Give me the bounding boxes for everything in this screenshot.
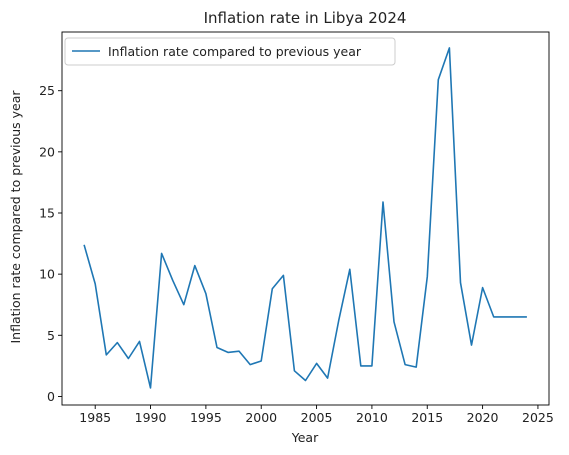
data-point xyxy=(525,315,529,319)
data-point xyxy=(381,200,385,204)
data-point xyxy=(370,364,374,368)
data-point xyxy=(281,273,285,277)
x-tick-label: 2010 xyxy=(356,410,388,425)
data-point xyxy=(226,350,230,354)
data-point xyxy=(414,365,418,369)
x-tick-label: 1985 xyxy=(79,410,111,425)
data-point xyxy=(115,341,119,345)
data-point xyxy=(93,282,97,286)
y-tick-label: 20 xyxy=(39,144,55,159)
data-point xyxy=(104,353,108,357)
data-point xyxy=(270,287,274,291)
data-point xyxy=(470,343,474,347)
data-point xyxy=(149,386,153,390)
data-point xyxy=(259,359,263,363)
x-axis-title: Year xyxy=(291,430,319,445)
x-tick-label: 2005 xyxy=(301,410,333,425)
data-point xyxy=(514,315,518,319)
data-point xyxy=(204,292,208,296)
y-tick-label: 25 xyxy=(39,83,55,98)
data-point xyxy=(160,251,164,255)
legend-label: Inflation rate compared to previous year xyxy=(108,44,362,59)
x-tick-label: 1990 xyxy=(135,410,167,425)
data-point xyxy=(326,376,330,380)
data-point xyxy=(425,275,429,279)
data-point xyxy=(481,286,485,290)
data-point xyxy=(82,243,86,247)
data-point xyxy=(248,363,252,367)
data-point xyxy=(292,369,296,373)
data-point xyxy=(182,303,186,307)
series-line xyxy=(84,48,527,388)
data-point xyxy=(315,361,319,365)
x-tick-label: 2015 xyxy=(411,410,443,425)
y-axis-title: Inflation rate compared to previous year xyxy=(8,90,23,344)
data-point xyxy=(304,379,308,383)
data-point xyxy=(126,357,130,361)
x-tick-label: 1995 xyxy=(190,410,222,425)
data-point xyxy=(503,315,507,319)
data-point xyxy=(237,349,241,353)
data-point xyxy=(436,78,440,82)
data-point xyxy=(392,320,396,324)
y-tick-label: 15 xyxy=(39,205,55,220)
data-point xyxy=(138,339,142,343)
x-tick-label: 2025 xyxy=(522,410,554,425)
data-point xyxy=(403,363,407,367)
y-tick-label: 10 xyxy=(39,267,55,282)
data-point xyxy=(171,278,175,282)
chart-title: Inflation rate in Libya 2024 xyxy=(204,9,407,27)
plot-area: 1985 1990 1995 2000 2005 2010 2015 2020 20250510… xyxy=(39,32,554,425)
data-point xyxy=(193,264,197,268)
x-tick-label: 2000 xyxy=(245,410,277,425)
data-point xyxy=(492,315,496,319)
data-point xyxy=(337,319,341,323)
y-tick-label: 0 xyxy=(47,389,55,404)
data-point xyxy=(348,267,352,271)
x-tick-label: 2020 xyxy=(467,410,499,425)
data-point xyxy=(459,281,463,285)
y-tick-label: 5 xyxy=(47,328,55,343)
data-point xyxy=(447,46,451,50)
data-point xyxy=(215,346,219,350)
data-point xyxy=(359,364,363,368)
